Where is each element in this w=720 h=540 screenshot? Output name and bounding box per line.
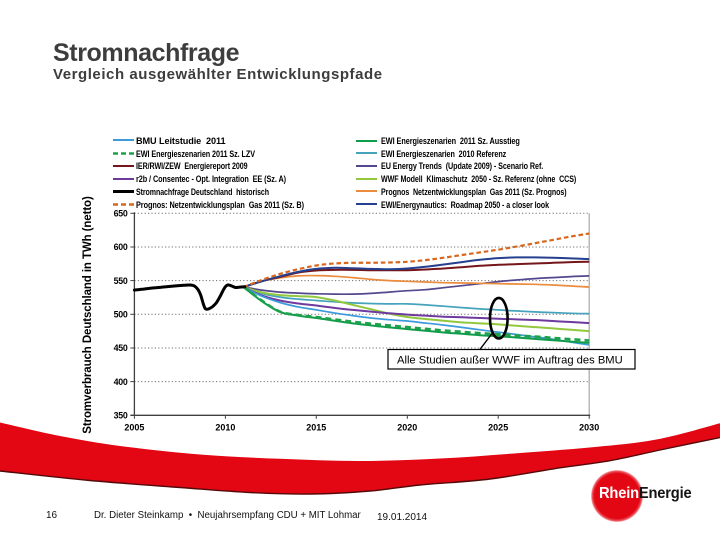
svg-text:2010: 2010 bbox=[215, 423, 235, 433]
svg-text:400: 400 bbox=[114, 377, 128, 387]
svg-text:450: 450 bbox=[114, 343, 128, 353]
svg-text:2030: 2030 bbox=[579, 423, 599, 433]
svg-text:650: 650 bbox=[114, 209, 128, 219]
svg-text:550: 550 bbox=[114, 276, 128, 286]
svg-text:600: 600 bbox=[114, 242, 128, 252]
svg-text:2005: 2005 bbox=[124, 423, 144, 433]
svg-text:Stromverbrauch Deutschland in: Stromverbrauch Deutschland in TWh (netto… bbox=[82, 196, 94, 434]
svg-text:500: 500 bbox=[114, 310, 128, 320]
svg-text:2025: 2025 bbox=[488, 423, 508, 433]
svg-text:Alle Studien außer WWF im Auft: Alle Studien außer WWF im Auftrag des BM… bbox=[397, 355, 623, 367]
svg-text:2015: 2015 bbox=[306, 423, 326, 433]
svg-text:350: 350 bbox=[114, 411, 128, 421]
svg-text:2020: 2020 bbox=[397, 423, 417, 433]
